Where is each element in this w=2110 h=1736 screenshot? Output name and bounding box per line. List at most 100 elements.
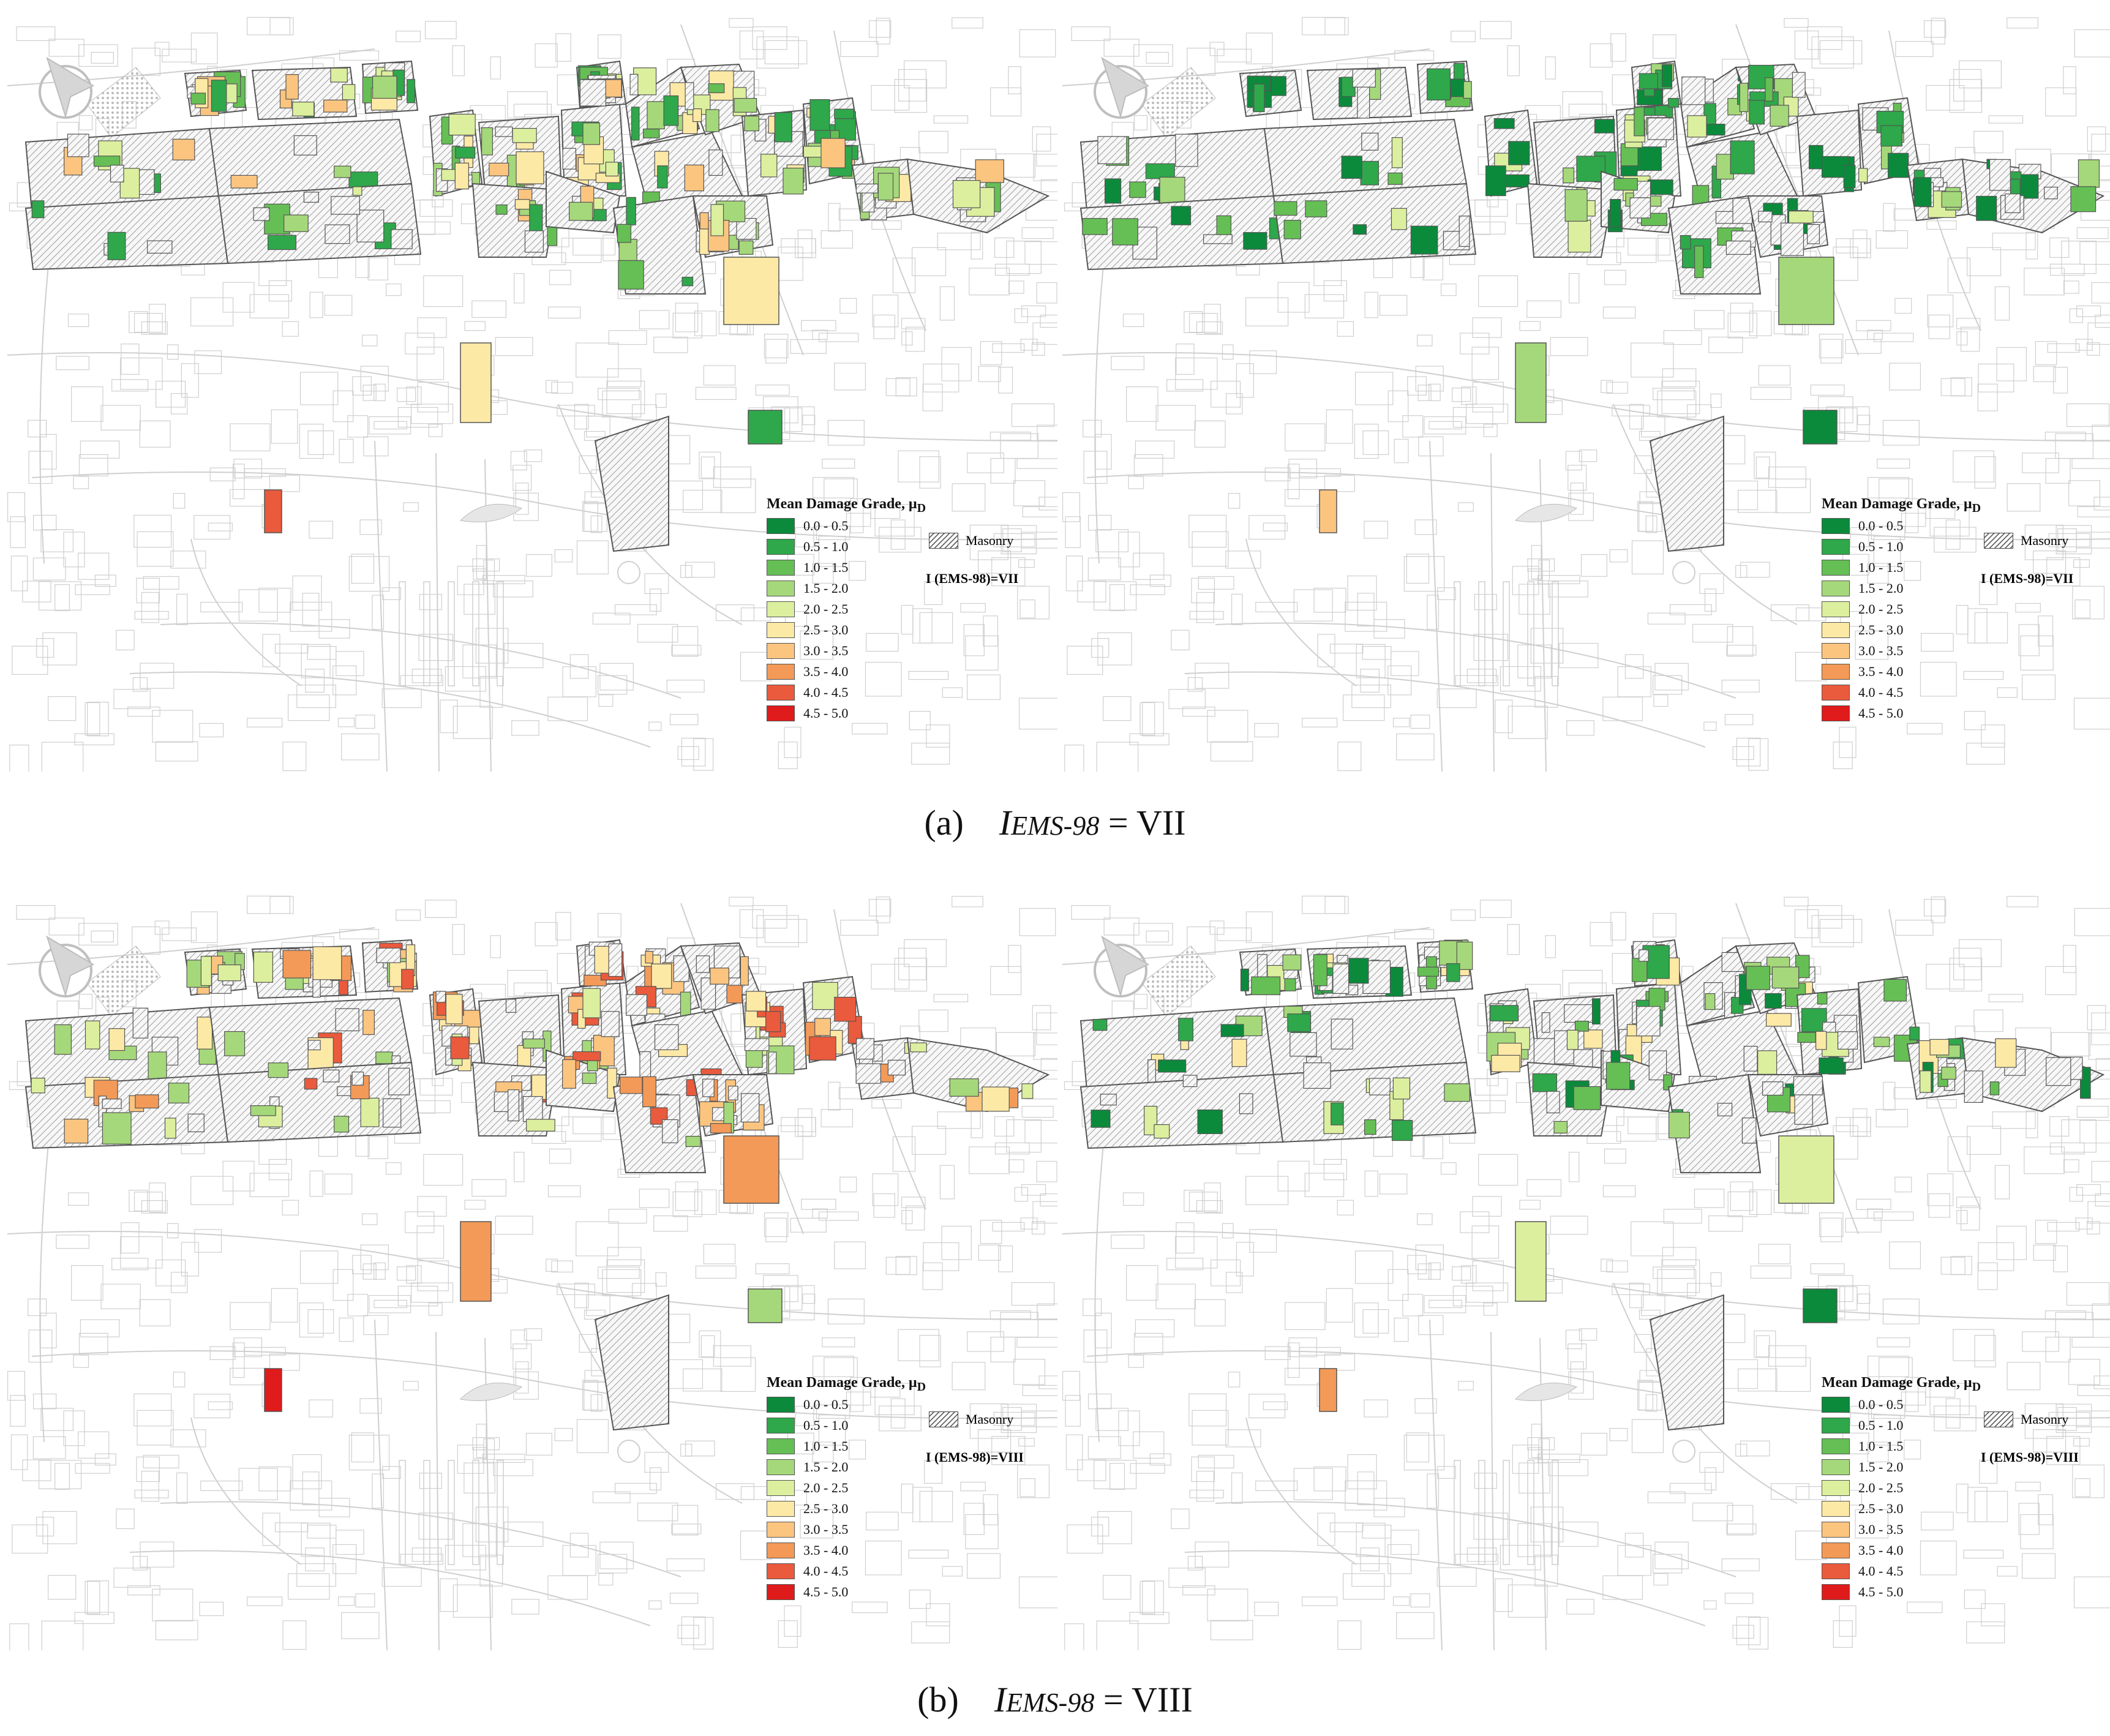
legend-row: 4.0 - 4.5 — [767, 682, 926, 703]
legend-label: 2.0 - 2.5 — [1858, 1479, 1904, 1495]
caption-a-i: I — [999, 803, 1012, 843]
legend-row: 3.0 - 3.5 — [1822, 641, 1981, 661]
legend-swatch — [1822, 1479, 1850, 1496]
legend-row: 0.5 - 1.0 — [767, 536, 926, 557]
masonry-hatch-icon — [929, 1411, 958, 1427]
north-arrow-icon — [1094, 56, 1150, 119]
intensity-label: I (EMS-98)=VII — [926, 571, 1019, 586]
legend-label: 0.5 - 1.0 — [1858, 538, 1904, 554]
legend-label: 1.0 - 1.5 — [803, 559, 849, 575]
legend-row: 3.5 - 4.0 — [767, 661, 926, 682]
legend-swatch — [767, 538, 795, 555]
legend-swatch — [767, 1438, 795, 1454]
north-arrow-icon — [39, 56, 95, 119]
legend-row: 1.5 - 2.0 — [1822, 578, 1981, 599]
legend-label: 4.5 - 5.0 — [1858, 705, 1904, 721]
legend-label: 0.0 - 0.5 — [803, 517, 849, 533]
study-area-buildings — [24, 939, 1050, 1431]
legend-swatch — [767, 1542, 795, 1558]
legend-label: 4.0 - 4.5 — [803, 684, 849, 700]
legend-row: 1.0 - 1.5 — [767, 557, 926, 578]
legend-row: 0.5 - 1.0 — [1822, 536, 1981, 557]
legend-swatch — [1822, 1396, 1850, 1413]
legend-label: 3.0 - 3.5 — [803, 1521, 849, 1537]
damage-map — [7, 895, 1057, 1650]
legend-title-sub: D — [917, 501, 926, 515]
legend-label: 1.5 - 2.0 — [1858, 1459, 1904, 1475]
masonry-label: Masonry — [2021, 533, 2069, 548]
legend-swatch — [767, 663, 795, 680]
legend-title-text: Mean Damage Grade, μ — [1822, 1375, 1972, 1391]
caption-a-prefix: (a) — [924, 803, 964, 843]
legend-swatch — [767, 705, 795, 721]
legend-row: 0.0 - 0.5 — [767, 1394, 926, 1415]
legend-row: 3.5 - 4.0 — [1822, 661, 1981, 682]
masonry-key: Masonry — [929, 533, 1013, 549]
legend-row: 1.5 - 2.0 — [1822, 1457, 1981, 1478]
legend-label: 4.0 - 4.5 — [803, 1563, 849, 1579]
legend-swatch — [767, 1417, 795, 1434]
legend-label: 4.5 - 5.0 — [1858, 1584, 1904, 1599]
legend-row: 3.0 - 3.5 — [767, 641, 926, 661]
legend-title-sub: D — [917, 1380, 926, 1394]
legend-label: 1.5 - 2.0 — [1858, 580, 1904, 596]
legend-row: 3.0 - 3.5 — [767, 1519, 926, 1540]
legend-label: 2.5 - 3.0 — [1858, 622, 1904, 637]
legend-row: 1.0 - 1.5 — [1822, 1436, 1981, 1457]
legend-label: 0.5 - 1.0 — [803, 538, 849, 554]
legend-swatch — [1822, 684, 1850, 701]
study-area-buildings — [1079, 939, 2105, 1431]
legend-label: 4.0 - 4.5 — [1858, 684, 1904, 700]
legend-row: 0.0 - 0.5 — [767, 516, 926, 536]
legend-row: 2.0 - 2.5 — [1822, 1478, 1981, 1498]
legend-row: 2.0 - 2.5 — [767, 599, 926, 620]
legend-swatch — [767, 517, 795, 534]
legend: Mean Damage Grade, μD 0.0 - 0.5 0.5 - 1.0 1… — [767, 496, 926, 724]
legend-row: 3.5 - 4.0 — [767, 1540, 926, 1561]
legend-label: 3.5 - 4.0 — [1858, 1542, 1904, 1558]
intensity-label: I (EMS-98)=VIII — [926, 1449, 1024, 1465]
map-panel-a-left: Mean Damage Grade, μD 0.0 - 0.5 0.5 - 1.0 1… — [7, 12, 1057, 772]
legend-swatch — [767, 642, 795, 659]
legend-swatch — [767, 559, 795, 576]
legend-swatch — [1822, 622, 1850, 638]
masonry-label: Masonry — [966, 1411, 1014, 1427]
legend-swatch — [1822, 1563, 1850, 1579]
north-arrow-icon — [1094, 935, 1150, 998]
damage-map — [1062, 17, 2110, 772]
legend-row: 0.0 - 0.5 — [1822, 1394, 1981, 1415]
legend-row: 4.5 - 5.0 — [767, 1582, 926, 1603]
legend-label: 4.0 - 4.5 — [1858, 1563, 1904, 1579]
legend-title: Mean Damage Grade, μD — [1822, 496, 1981, 516]
legend-swatch — [1822, 642, 1850, 659]
masonry-label: Masonry — [966, 533, 1014, 548]
study-area-buildings — [1079, 60, 2105, 552]
legend-label: 4.5 - 5.0 — [803, 1584, 849, 1599]
legend-row: 4.5 - 5.0 — [767, 703, 926, 724]
legend-swatch — [767, 1459, 795, 1475]
legend-title-sub: D — [1972, 501, 1981, 515]
legend-label: 2.5 - 3.0 — [803, 622, 849, 637]
legend-swatch — [1822, 538, 1850, 555]
legend: Mean Damage Grade, μD 0.0 - 0.5 0.5 - 1.0 1… — [1822, 496, 1981, 724]
legend-swatch — [1822, 1438, 1850, 1454]
legend-label: 4.5 - 5.0 — [803, 705, 849, 721]
caption-a: (a) IEMS-98 = VII — [0, 802, 2110, 843]
caption-a-sub: EMS-98 — [1011, 811, 1100, 841]
masonry-label: Masonry — [2021, 1411, 2069, 1427]
caption-b: (b) IEMS-98 = VIII — [0, 1679, 2110, 1720]
legend-swatch — [1822, 663, 1850, 680]
legend-label: 3.5 - 4.0 — [803, 663, 849, 679]
caption-b-sub: EMS-98 — [1006, 1688, 1095, 1718]
legend-title: Mean Damage Grade, μD — [1822, 1375, 1981, 1394]
legend-label: 0.5 - 1.0 — [803, 1417, 849, 1433]
legend-swatch — [767, 601, 795, 617]
legend-swatch — [1822, 705, 1850, 721]
legend-row: 2.5 - 3.0 — [1822, 1498, 1981, 1519]
masonry-hatch-icon — [1984, 1411, 2013, 1427]
legend-label: 1.5 - 2.0 — [803, 1459, 849, 1475]
legend-swatch — [1822, 559, 1850, 576]
damage-map — [1062, 895, 2110, 1650]
legend-swatch — [767, 1479, 795, 1496]
legend-label: 3.5 - 4.0 — [803, 1542, 849, 1558]
